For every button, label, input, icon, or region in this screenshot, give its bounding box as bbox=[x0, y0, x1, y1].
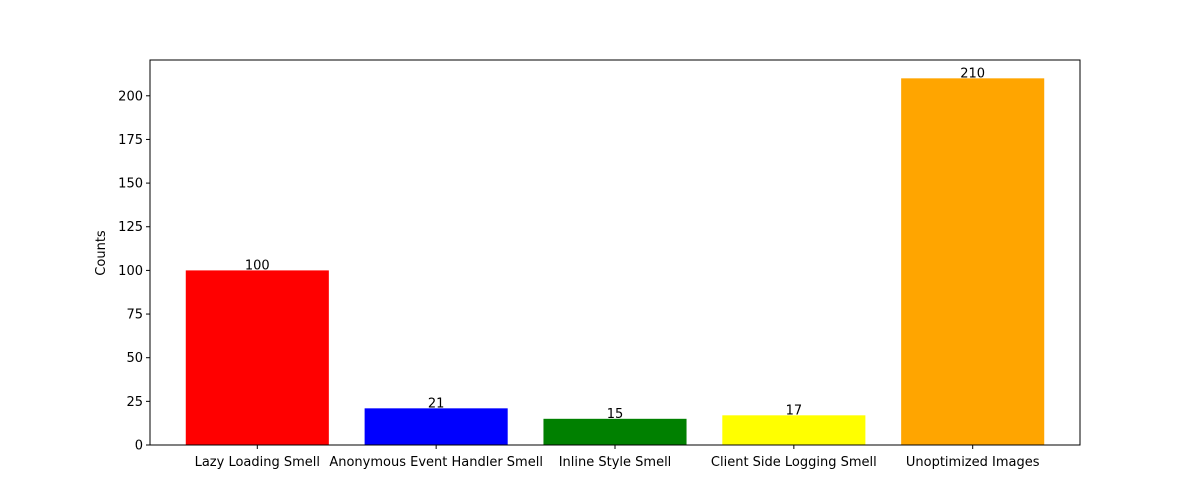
value-labels-layer: 100 21 15 17 210 bbox=[245, 66, 985, 421]
bar bbox=[543, 418, 687, 445]
bar-value-label: 17 bbox=[786, 403, 803, 418]
y-tick-label: 0 bbox=[135, 439, 143, 454]
bar-value-label: 100 bbox=[245, 258, 270, 273]
bars-layer bbox=[185, 78, 1045, 445]
x-tick-label: Client Side Logging Smell bbox=[711, 455, 877, 470]
y-axis-label: Counts bbox=[94, 230, 109, 276]
y-tick-label: 200 bbox=[118, 89, 143, 104]
y-tick-label: 175 bbox=[118, 133, 143, 148]
y-tick-label: 75 bbox=[126, 308, 143, 323]
y-tick-label: 100 bbox=[118, 264, 143, 279]
bar-value-label: 21 bbox=[428, 396, 445, 411]
y-tick-label: 25 bbox=[126, 395, 143, 410]
bar bbox=[364, 408, 508, 445]
x-tick-label: Inline Style Smell bbox=[559, 455, 672, 470]
y-tick-label: 125 bbox=[118, 220, 143, 235]
y-tick-label: 50 bbox=[126, 351, 143, 366]
bar bbox=[185, 270, 329, 445]
bar bbox=[722, 415, 866, 445]
x-axis: Lazy Loading Smell Anonymous Event Handle… bbox=[195, 445, 1040, 470]
y-axis: 0 25 50 75 100 125 150 175 200 bbox=[118, 89, 150, 454]
y-tick-label: 150 bbox=[118, 177, 143, 192]
x-tick-label: Anonymous Event Handler Smell bbox=[329, 455, 543, 470]
bar-value-label: 210 bbox=[960, 66, 985, 81]
bar-value-label: 15 bbox=[607, 407, 624, 422]
x-tick-label: Unoptimized Images bbox=[906, 455, 1040, 470]
x-tick-label: Lazy Loading Smell bbox=[195, 455, 320, 470]
bar bbox=[901, 78, 1045, 445]
